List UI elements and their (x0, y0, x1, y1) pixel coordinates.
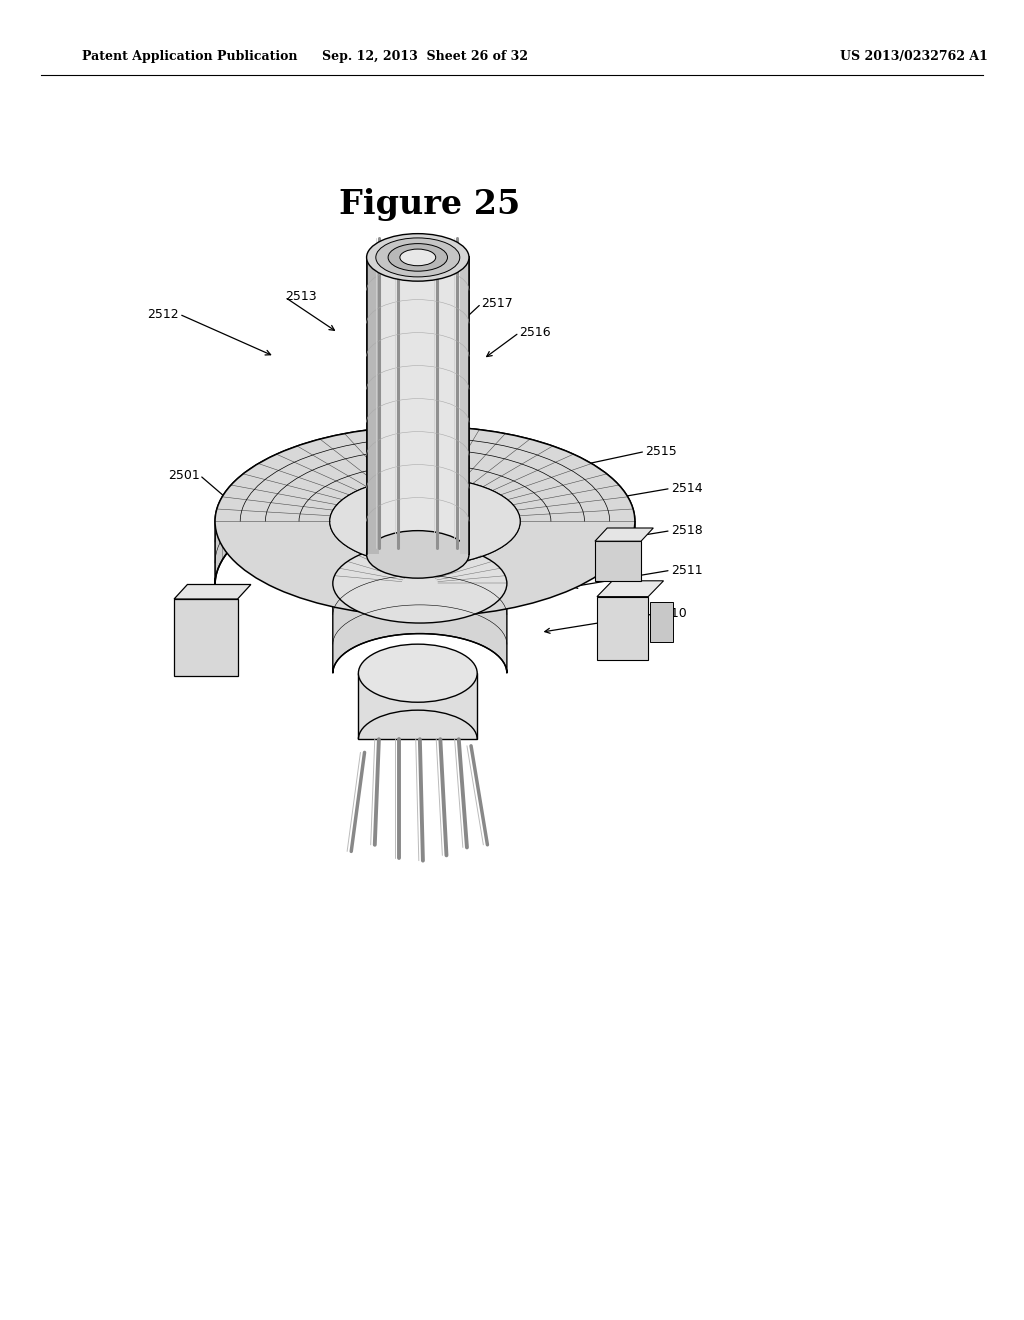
Text: 2510: 2510 (655, 607, 687, 620)
Text: 2512: 2512 (147, 308, 179, 321)
Text: 2517: 2517 (481, 297, 513, 310)
Polygon shape (367, 257, 469, 554)
Polygon shape (460, 257, 469, 554)
Text: 2515: 2515 (645, 445, 677, 458)
Polygon shape (215, 426, 635, 585)
Bar (650, 602, 673, 642)
Text: 2518: 2518 (671, 524, 702, 537)
Polygon shape (597, 581, 664, 597)
Ellipse shape (376, 238, 460, 277)
Text: 2511: 2511 (671, 564, 702, 577)
Polygon shape (174, 585, 251, 599)
Ellipse shape (358, 644, 477, 702)
Ellipse shape (399, 249, 436, 265)
Bar (174, 599, 238, 676)
Text: 2516: 2516 (519, 326, 551, 339)
Ellipse shape (367, 234, 469, 281)
Ellipse shape (215, 426, 635, 616)
Polygon shape (367, 257, 379, 554)
Polygon shape (595, 528, 653, 541)
Ellipse shape (330, 478, 520, 565)
Bar (597, 597, 648, 660)
Ellipse shape (388, 244, 447, 271)
Text: 2513: 2513 (285, 290, 316, 304)
Ellipse shape (330, 478, 520, 565)
Text: 2501: 2501 (168, 469, 200, 482)
Text: US 2013/0232762 A1: US 2013/0232762 A1 (840, 50, 987, 63)
Text: Patent Application Publication: Patent Application Publication (82, 50, 297, 63)
Ellipse shape (367, 531, 469, 578)
Text: Figure 25: Figure 25 (339, 189, 521, 222)
Polygon shape (333, 544, 507, 673)
Text: Sep. 12, 2013  Sheet 26 of 32: Sep. 12, 2013 Sheet 26 of 32 (322, 50, 528, 63)
Text: 2514: 2514 (671, 482, 702, 495)
Polygon shape (358, 673, 477, 739)
Bar (595, 541, 641, 581)
Ellipse shape (333, 544, 507, 623)
